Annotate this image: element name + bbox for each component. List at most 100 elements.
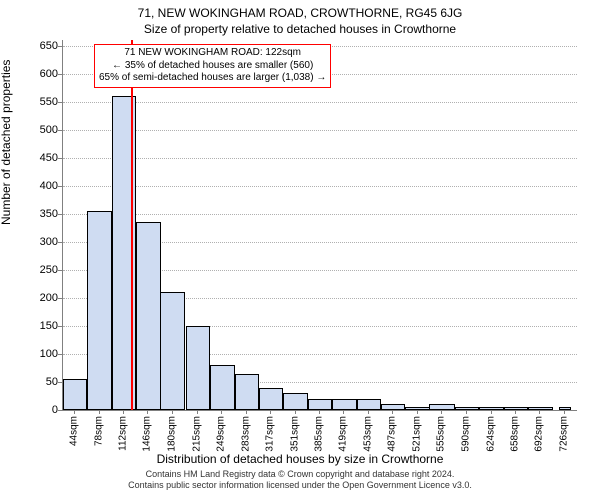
histogram-bar [235, 374, 259, 410]
x-tick-mark [197, 410, 198, 414]
y-tick-mark [58, 74, 62, 75]
y-tick-mark [58, 158, 62, 159]
x-tick-mark [417, 410, 418, 414]
y-tick-label: 150 [18, 320, 58, 332]
y-tick-label: 550 [18, 96, 58, 108]
x-tick-mark [172, 410, 173, 414]
histogram-bar [308, 399, 332, 410]
gridline [63, 130, 577, 131]
gridline [63, 158, 577, 159]
histogram-bar [87, 211, 111, 410]
y-tick-label: 600 [18, 68, 58, 80]
y-tick-label: 200 [18, 292, 58, 304]
annotation-box: 71 NEW WOKINGHAM ROAD: 122sqm ← 35% of d… [94, 44, 331, 88]
y-tick-label: 0 [18, 404, 58, 416]
x-tick-label: 555sqm [436, 416, 447, 452]
gridline [63, 186, 577, 187]
y-tick-mark [58, 186, 62, 187]
histogram-bar [504, 407, 528, 410]
histogram-bar [405, 407, 429, 410]
x-tick-mark [368, 410, 369, 414]
y-tick-label: 500 [18, 124, 58, 136]
histogram-bar [357, 399, 381, 410]
histogram-bar [186, 326, 210, 410]
y-tick-label: 100 [18, 348, 58, 360]
y-tick-label: 400 [18, 180, 58, 192]
y-tick-mark [58, 214, 62, 215]
chart-title-line2: Size of property relative to detached ho… [0, 22, 600, 36]
x-tick-mark [74, 410, 75, 414]
gridline [63, 214, 577, 215]
x-tick-label: 112sqm [118, 416, 129, 451]
x-tick-label: 283sqm [240, 416, 251, 452]
x-tick-label: 590sqm [461, 416, 472, 452]
histogram-bar [455, 407, 479, 410]
x-tick-label: 726sqm [558, 416, 569, 452]
x-tick-label: 385sqm [314, 416, 325, 452]
x-tick-label: 317sqm [265, 416, 276, 452]
x-tick-mark [466, 410, 467, 414]
x-tick-label: 215sqm [191, 416, 202, 452]
x-tick-label: 351sqm [289, 416, 300, 452]
histogram-bar [63, 379, 87, 410]
x-tick-label: 658sqm [509, 416, 520, 452]
histogram-bar [528, 407, 552, 410]
y-tick-mark [58, 354, 62, 355]
histogram-bar [160, 292, 185, 410]
x-tick-mark [123, 410, 124, 414]
x-tick-label: 78sqm [93, 416, 104, 446]
y-tick-label: 350 [18, 208, 58, 220]
annotation-line3: 65% of semi-detached houses are larger (… [99, 72, 326, 85]
y-tick-label: 50 [18, 376, 58, 388]
x-tick-label: 487sqm [387, 416, 398, 452]
x-tick-mark [343, 410, 344, 414]
footer-line1: Contains HM Land Registry data © Crown c… [0, 469, 600, 480]
x-tick-mark [441, 410, 442, 414]
x-tick-label: 419sqm [338, 416, 349, 452]
x-tick-label: 692sqm [534, 416, 545, 452]
y-tick-mark [58, 242, 62, 243]
y-tick-mark [58, 130, 62, 131]
y-tick-label: 300 [18, 236, 58, 248]
histogram-bar [332, 399, 356, 410]
annotation-line2: ← 35% of detached houses are smaller (56… [99, 60, 326, 73]
x-tick-mark [515, 410, 516, 414]
x-axis-label: Distribution of detached houses by size … [0, 452, 600, 466]
gridline [63, 102, 577, 103]
y-tick-label: 650 [18, 40, 58, 52]
x-tick-label: 44sqm [69, 416, 80, 446]
y-tick-mark [58, 298, 62, 299]
footer-line2: Contains public sector information licen… [0, 480, 600, 491]
x-tick-label: 249sqm [216, 416, 227, 452]
histogram-bar [136, 222, 160, 410]
y-tick-label: 450 [18, 152, 58, 164]
x-tick-mark [295, 410, 296, 414]
marker-line [131, 40, 133, 410]
x-tick-mark [539, 410, 540, 414]
x-tick-label: 521sqm [411, 416, 422, 452]
x-tick-mark [564, 410, 565, 414]
x-tick-mark [270, 410, 271, 414]
y-tick-mark [58, 382, 62, 383]
x-tick-mark [221, 410, 222, 414]
x-tick-mark [246, 410, 247, 414]
y-tick-mark [58, 270, 62, 271]
y-tick-label: 250 [18, 264, 58, 276]
y-axis-label: Number of detached properties [0, 60, 13, 225]
x-tick-mark [392, 410, 393, 414]
x-tick-label: 146sqm [142, 416, 153, 452]
plot-area [62, 40, 577, 411]
x-tick-mark [319, 410, 320, 414]
footer-text: Contains HM Land Registry data © Crown c… [0, 469, 600, 492]
chart-container: 71, NEW WOKINGHAM ROAD, CROWTHORNE, RG45… [0, 0, 600, 500]
x-tick-mark [99, 410, 100, 414]
histogram-bar [429, 404, 454, 410]
histogram-bar [210, 365, 234, 410]
histogram-bar [259, 388, 283, 410]
y-tick-mark [58, 46, 62, 47]
annotation-line1: 71 NEW WOKINGHAM ROAD: 122sqm [99, 47, 326, 60]
y-tick-mark [58, 410, 62, 411]
histogram-bar [283, 393, 307, 410]
histogram-bar [559, 407, 571, 410]
x-tick-mark [147, 410, 148, 414]
